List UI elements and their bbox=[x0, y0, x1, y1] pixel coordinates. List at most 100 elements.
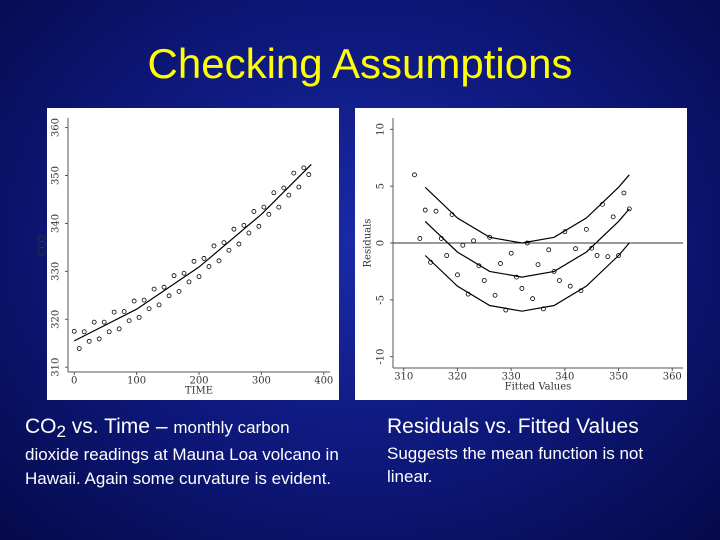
point bbox=[594, 253, 600, 258]
point bbox=[251, 209, 257, 214]
point bbox=[455, 272, 460, 278]
x-axis-label: Fitted Values bbox=[505, 382, 572, 393]
point bbox=[186, 279, 192, 285]
fit-line bbox=[424, 174, 630, 244]
point bbox=[433, 208, 439, 214]
point bbox=[444, 253, 450, 258]
y-axis-label: CO2 bbox=[38, 234, 49, 256]
caption-body: monthly carbon dioxide readings at Mauna… bbox=[25, 418, 339, 489]
x-tick-label: 320 bbox=[448, 372, 467, 383]
fit-line bbox=[424, 242, 630, 312]
point bbox=[301, 165, 307, 171]
point bbox=[246, 230, 252, 236]
point bbox=[211, 243, 217, 249]
y-tick-label: 0 bbox=[376, 240, 387, 246]
x-tick-label: 400 bbox=[314, 376, 333, 387]
point bbox=[621, 190, 627, 196]
point bbox=[626, 206, 632, 212]
x-tick-label: 310 bbox=[394, 372, 413, 383]
point bbox=[96, 336, 102, 342]
point bbox=[460, 242, 466, 248]
point bbox=[156, 302, 162, 308]
point bbox=[221, 240, 227, 246]
point bbox=[271, 190, 277, 196]
caption-head: CO bbox=[25, 415, 57, 438]
x-tick-label: 330 bbox=[502, 372, 521, 383]
point bbox=[535, 262, 541, 267]
point bbox=[616, 253, 621, 258]
point bbox=[116, 326, 122, 332]
point bbox=[71, 328, 77, 334]
point bbox=[546, 247, 552, 253]
point bbox=[121, 309, 127, 315]
point bbox=[166, 293, 172, 299]
caption-head: Residuals vs. Fitted Values bbox=[387, 415, 639, 438]
caption-sub: 2 bbox=[56, 422, 66, 442]
point bbox=[191, 258, 197, 264]
point bbox=[151, 286, 157, 292]
point bbox=[81, 329, 87, 335]
chart-background bbox=[355, 108, 687, 400]
point bbox=[131, 298, 137, 304]
slide-title: Checking Assumptions bbox=[147, 40, 573, 87]
point bbox=[106, 329, 112, 335]
point bbox=[226, 247, 232, 253]
point bbox=[471, 238, 476, 244]
x-tick-label: 100 bbox=[127, 376, 146, 387]
right-caption: Residuals vs. Fitted Values Suggests the… bbox=[387, 415, 687, 488]
point bbox=[126, 318, 132, 324]
y-tick-label: 310 bbox=[51, 358, 62, 377]
y-tick-label: 5 bbox=[376, 183, 387, 189]
point bbox=[111, 309, 117, 315]
y-tick-label: 340 bbox=[51, 214, 62, 233]
point bbox=[567, 283, 573, 289]
chart-background bbox=[47, 108, 339, 400]
point bbox=[557, 278, 562, 283]
point bbox=[101, 319, 107, 325]
y-tick-label: -10 bbox=[376, 349, 387, 365]
point bbox=[181, 270, 187, 276]
point bbox=[508, 250, 514, 256]
point bbox=[530, 296, 536, 302]
x-tick-label: 200 bbox=[189, 376, 208, 387]
point bbox=[146, 306, 152, 312]
point bbox=[176, 289, 182, 294]
point bbox=[306, 172, 312, 177]
point bbox=[412, 172, 417, 178]
y-tick-label: 320 bbox=[51, 310, 62, 329]
point bbox=[417, 236, 423, 241]
point bbox=[276, 204, 282, 210]
point bbox=[91, 319, 97, 325]
point bbox=[86, 338, 92, 344]
x-axis-label: TIME bbox=[185, 386, 213, 397]
x-tick-label: 300 bbox=[252, 376, 271, 387]
y-tick-label: 360 bbox=[51, 118, 62, 137]
y-tick-label: 330 bbox=[51, 262, 62, 281]
point bbox=[498, 261, 503, 266]
point bbox=[206, 264, 212, 269]
point bbox=[281, 185, 287, 191]
point bbox=[241, 222, 247, 228]
point bbox=[422, 207, 428, 213]
point bbox=[266, 211, 272, 217]
left-caption: CO2 vs. Time – monthly carbon dioxide re… bbox=[25, 415, 345, 491]
point bbox=[261, 204, 267, 210]
point bbox=[161, 284, 167, 290]
point bbox=[481, 278, 487, 283]
caption-body: Suggests the mean function is not linear… bbox=[387, 444, 644, 486]
point bbox=[76, 346, 82, 351]
point bbox=[196, 274, 202, 280]
y-tick-label: 350 bbox=[51, 166, 62, 185]
point bbox=[141, 297, 147, 303]
point bbox=[605, 254, 611, 260]
point bbox=[256, 223, 262, 229]
point bbox=[136, 314, 142, 320]
point bbox=[236, 241, 242, 247]
point bbox=[573, 246, 578, 252]
y-tick-label: -5 bbox=[376, 295, 387, 305]
fit-line bbox=[424, 208, 630, 278]
point bbox=[171, 273, 177, 279]
point bbox=[519, 286, 525, 291]
